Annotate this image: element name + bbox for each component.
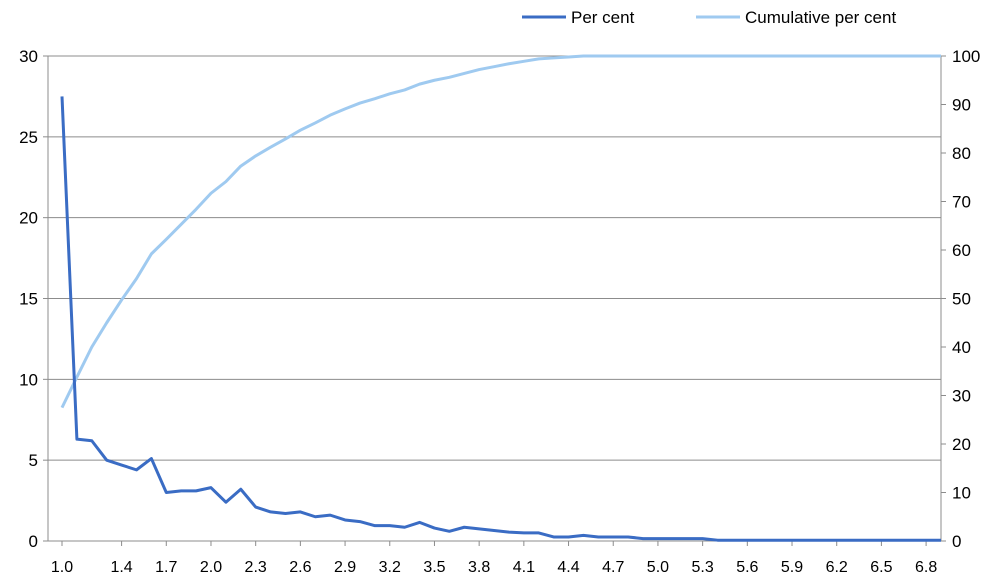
legend-label: Per cent [571, 8, 635, 27]
axes [43, 55, 946, 546]
y-left-tick-label: 15 [19, 290, 38, 309]
x-tick-label: 2.9 [334, 559, 356, 576]
y-right-tick-label: 10 [952, 484, 971, 503]
y-right-tick-label: 90 [952, 96, 971, 115]
y-left-tick-label: 5 [29, 451, 38, 470]
x-tick-label: 6.2 [826, 559, 848, 576]
x-tick-label: 5.3 [692, 559, 714, 576]
y-right-tick-label: 0 [952, 532, 961, 551]
y-right-tick-label: 50 [952, 290, 971, 309]
tick-labels: 0 5 10 15 20 25 30 0 10 20 30 40 50 60 70 80 90 100 1.0 1.4… [19, 47, 980, 576]
x-tick-label: 3.2 [379, 559, 401, 576]
x-tick-label: 4.1 [513, 559, 535, 576]
y-left-tick-label: 25 [19, 128, 38, 147]
gridlines [48, 55, 941, 461]
y-left-tick-label: 0 [29, 532, 38, 551]
x-tick-label: 1.7 [155, 559, 177, 576]
x-tick-label: 4.7 [602, 559, 624, 576]
y-right-tick-label: 60 [952, 241, 971, 260]
series-lines [60, 54, 941, 542]
x-tick-label: 6.5 [870, 559, 892, 576]
x-tick-label: 5.9 [781, 559, 803, 576]
y-right-tick-label: 30 [952, 387, 971, 406]
series-line-per-cent [60, 96, 941, 542]
x-tick-label: 3.5 [423, 559, 445, 576]
x-tick-label: 4.4 [557, 559, 579, 576]
legend-label: Cumulative per cent [745, 8, 896, 27]
x-tick-label: 2.3 [245, 559, 267, 576]
x-tick-label: 5.0 [647, 559, 669, 576]
y-right-tick-label: 80 [952, 144, 971, 163]
y-left-tick-label: 10 [19, 370, 38, 389]
x-tick-label: 1.4 [110, 559, 132, 576]
x-tick-label: 6.8 [915, 559, 937, 576]
y-right-tick-label: 70 [952, 193, 971, 212]
x-tick-label: 5.6 [736, 559, 758, 576]
y-left-tick-label: 30 [19, 47, 38, 66]
x-tick-label: 1.0 [51, 559, 73, 576]
y-right-tick-label: 100 [952, 47, 980, 66]
x-tick-label: 2.0 [200, 559, 222, 576]
y-right-tick-label: 40 [952, 338, 971, 357]
x-tick-label: 2.6 [289, 559, 311, 576]
legend: Per cent Cumulative per cent [522, 8, 896, 27]
y-right-tick-label: 20 [952, 435, 971, 454]
x-tick-label: 3.8 [468, 559, 490, 576]
y-left-tick-label: 20 [19, 209, 38, 228]
series-line-cumulative-per-cent [60, 54, 941, 409]
